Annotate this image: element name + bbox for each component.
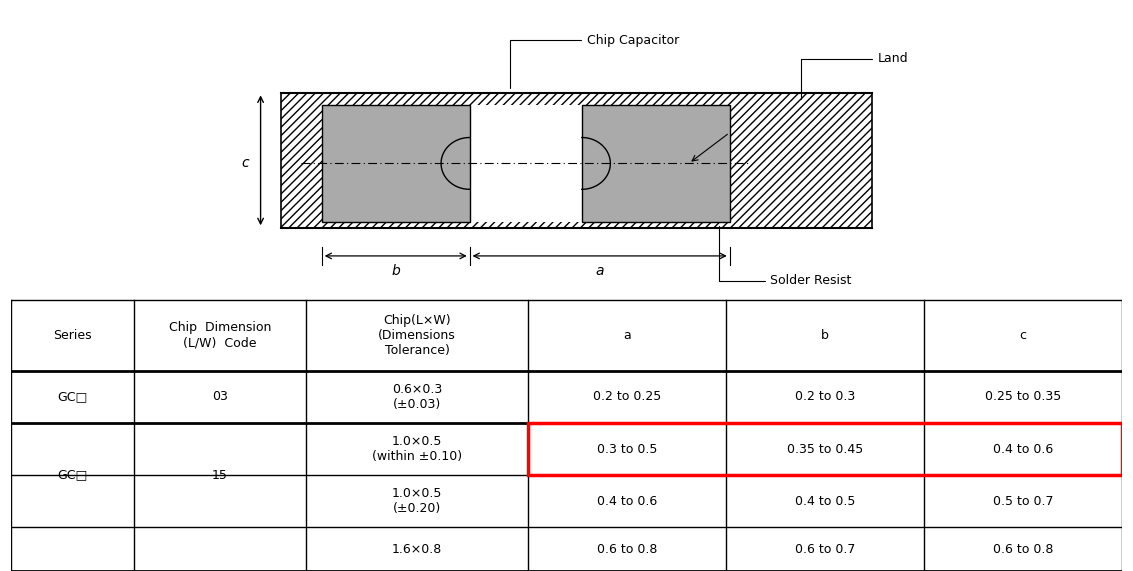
- Text: 0.4 to 0.6: 0.4 to 0.6: [597, 494, 657, 508]
- Bar: [528, 423, 1122, 475]
- Text: Chip(L×W)
(Dimensions
Tolerance): Chip(L×W) (Dimensions Tolerance): [378, 314, 455, 357]
- Text: 1.0×0.5
(within ±0.10): 1.0×0.5 (within ±0.10): [372, 435, 462, 463]
- Text: 15: 15: [212, 469, 228, 481]
- Text: b: b: [391, 264, 400, 278]
- Text: a: a: [623, 329, 631, 342]
- Bar: [322, 105, 470, 222]
- Text: 0.2 to 0.25: 0.2 to 0.25: [593, 391, 662, 404]
- Text: GC□: GC□: [58, 391, 87, 404]
- Text: 0.35 to 0.45: 0.35 to 0.45: [786, 443, 863, 456]
- Text: b: b: [821, 329, 829, 342]
- Text: 0.6 to 0.7: 0.6 to 0.7: [794, 542, 855, 556]
- Text: 0.5 to 0.7: 0.5 to 0.7: [993, 494, 1053, 508]
- Text: 1.0×0.5
(±0.20): 1.0×0.5 (±0.20): [392, 487, 442, 515]
- Text: Chip Capacitor: Chip Capacitor: [511, 34, 679, 89]
- Text: Solder Resist: Solder Resist: [719, 226, 852, 287]
- Text: Series: Series: [53, 329, 92, 342]
- Text: 0.6 to 0.8: 0.6 to 0.8: [993, 542, 1053, 556]
- Text: GC□: GC□: [58, 469, 87, 481]
- Text: 0.4 to 0.6: 0.4 to 0.6: [993, 443, 1053, 456]
- Text: c: c: [241, 156, 249, 170]
- Text: 0.25 to 0.35: 0.25 to 0.35: [985, 391, 1060, 404]
- Text: Chip  Dimension
(L/W)  Code: Chip Dimension (L/W) Code: [169, 321, 271, 349]
- Text: 0.6 to 0.8: 0.6 to 0.8: [597, 542, 657, 556]
- Text: 03: 03: [212, 391, 228, 404]
- Text: a: a: [595, 264, 604, 278]
- Bar: [470, 105, 582, 222]
- Text: 1.6×0.8: 1.6×0.8: [392, 542, 442, 556]
- Text: 0.6×0.3
(±0.03): 0.6×0.3 (±0.03): [392, 383, 442, 411]
- Text: c: c: [1020, 329, 1026, 342]
- Bar: [582, 105, 730, 222]
- Text: 0.3 to 0.5: 0.3 to 0.5: [597, 443, 657, 456]
- Bar: [281, 93, 872, 228]
- Text: 0.2 to 0.3: 0.2 to 0.3: [794, 391, 855, 404]
- Text: 0.4 to 0.5: 0.4 to 0.5: [794, 494, 855, 508]
- Text: Land: Land: [801, 52, 909, 99]
